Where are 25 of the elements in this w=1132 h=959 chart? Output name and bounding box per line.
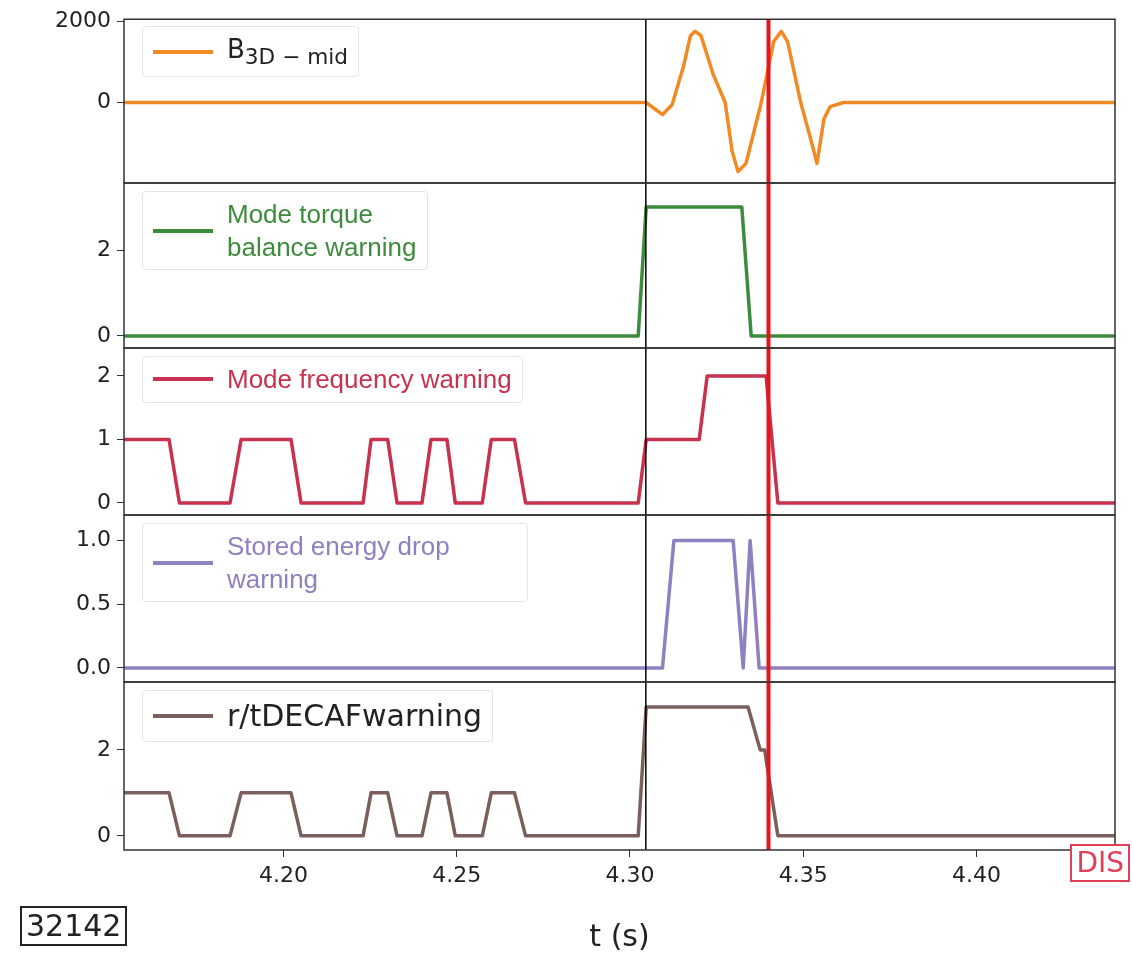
legend-label: Mode frequency warning — [227, 363, 512, 396]
annotation: DIS — [1070, 844, 1130, 882]
y-tick-label: 0.5 — [76, 589, 111, 615]
y-tick-label: 2000 — [55, 6, 111, 32]
x-tick-label: 4.20 — [258, 861, 308, 887]
x-tick-label: 4.40 — [951, 861, 1001, 887]
y-tick-label: 2 — [97, 361, 111, 387]
legend-label: Stored energy drop warning — [227, 530, 451, 595]
y-tick-label: 0 — [97, 821, 111, 847]
legend-label: Mode torque balance warning — [227, 198, 417, 263]
x-tick-label: 4.30 — [605, 861, 655, 887]
x-tick-label: 4.25 — [432, 861, 482, 887]
legend-label: r/tDECAFwarning — [227, 697, 483, 735]
x-tick-label: 4.35 — [778, 861, 828, 887]
y-tick-label: 2 — [97, 235, 111, 261]
y-tick-label: 1.0 — [76, 526, 111, 552]
y-tick-label: 0 — [97, 488, 111, 514]
text: 32142 — [20, 906, 128, 946]
legend-label: B$_{3D − mid}$ — [227, 33, 349, 71]
y-tick-label: 0.0 — [76, 653, 111, 679]
y-tick-label: 2 — [97, 735, 111, 761]
y-tick-label: 1 — [97, 425, 111, 451]
y-tick-label: 0 — [97, 321, 111, 347]
x-axis-title: t (s) — [589, 917, 650, 953]
y-tick-label: 0 — [97, 88, 111, 114]
